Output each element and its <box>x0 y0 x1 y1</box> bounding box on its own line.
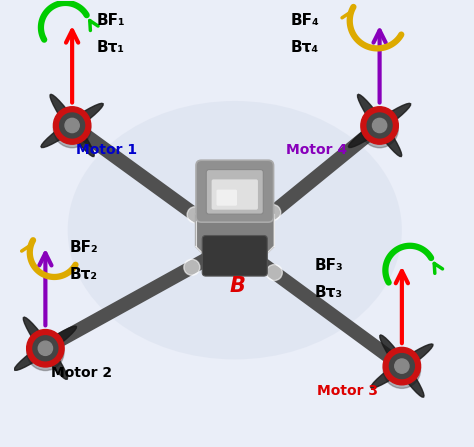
Circle shape <box>383 351 420 388</box>
Polygon shape <box>196 191 274 269</box>
Polygon shape <box>14 326 76 371</box>
FancyBboxPatch shape <box>211 179 258 210</box>
Ellipse shape <box>68 101 402 359</box>
Circle shape <box>367 113 392 138</box>
Text: Motor 4: Motor 4 <box>286 143 347 157</box>
Circle shape <box>27 329 64 367</box>
Circle shape <box>361 107 398 144</box>
Text: BF₄: BF₄ <box>291 13 319 28</box>
Circle shape <box>187 207 203 223</box>
FancyBboxPatch shape <box>206 169 263 214</box>
Circle shape <box>361 110 398 148</box>
Circle shape <box>184 259 200 275</box>
FancyBboxPatch shape <box>196 160 273 222</box>
Circle shape <box>33 336 58 361</box>
Circle shape <box>54 107 91 144</box>
Polygon shape <box>348 103 410 148</box>
Text: Motor 2: Motor 2 <box>51 366 112 380</box>
Circle shape <box>373 118 387 133</box>
Text: Bτ₃: Bτ₃ <box>315 285 343 300</box>
Polygon shape <box>23 317 68 380</box>
Text: B: B <box>229 276 245 296</box>
Text: BF₂: BF₂ <box>70 240 99 256</box>
Circle shape <box>27 333 64 371</box>
Text: Bτ₄: Bτ₄ <box>291 40 319 55</box>
Text: Bτ₁: Bτ₁ <box>97 40 125 55</box>
Circle shape <box>383 347 420 385</box>
Text: Bτ₂: Bτ₂ <box>70 267 98 282</box>
Circle shape <box>390 354 414 379</box>
Text: BF₃: BF₃ <box>315 258 344 273</box>
FancyBboxPatch shape <box>202 236 267 276</box>
Circle shape <box>54 110 91 148</box>
Polygon shape <box>357 94 402 156</box>
Circle shape <box>266 265 283 281</box>
Polygon shape <box>41 103 103 148</box>
Circle shape <box>65 118 79 133</box>
FancyBboxPatch shape <box>217 190 237 206</box>
Polygon shape <box>371 344 433 388</box>
Circle shape <box>395 359 409 373</box>
Circle shape <box>265 205 281 221</box>
Text: Motor 1: Motor 1 <box>76 143 137 157</box>
Text: Motor 3: Motor 3 <box>317 384 378 398</box>
Circle shape <box>60 113 84 138</box>
Polygon shape <box>380 335 424 397</box>
Circle shape <box>38 341 53 355</box>
Polygon shape <box>50 94 94 156</box>
Text: BF₁: BF₁ <box>97 13 125 28</box>
